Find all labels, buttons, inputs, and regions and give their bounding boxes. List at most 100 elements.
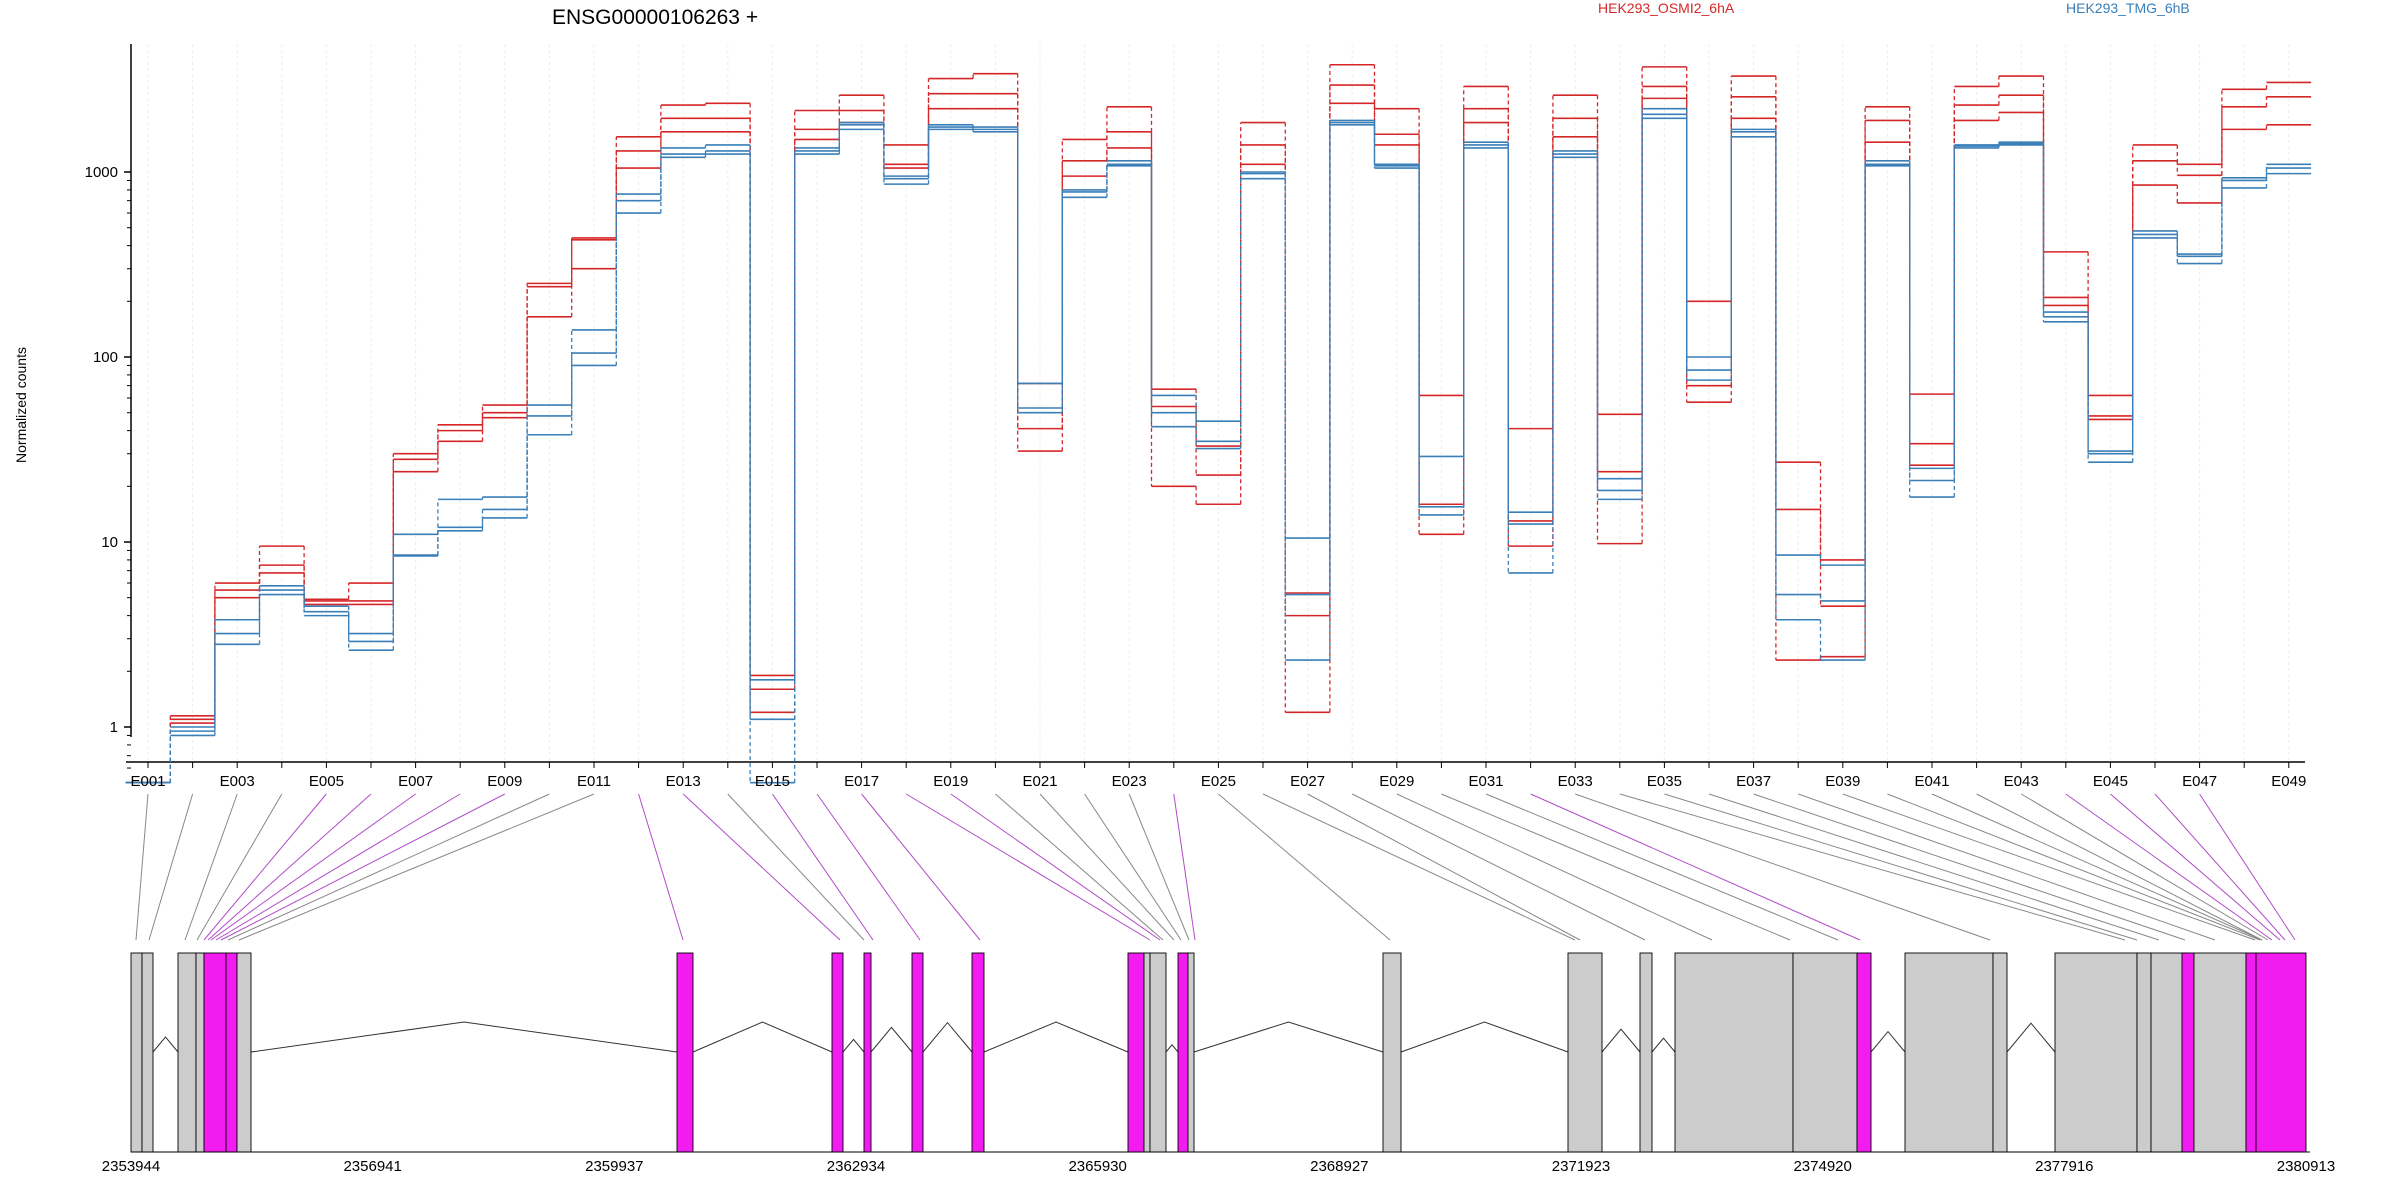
series-group — [125, 63, 2312, 784]
exon-connector — [1173, 793, 1196, 941]
intron-line — [842, 1038, 865, 1053]
genomic-tick-label: 2359937 — [585, 1158, 643, 1175]
exon-block — [2054, 952, 2138, 1153]
x-tick-label: E011 — [577, 773, 611, 790]
x-tick-label: E045 — [2093, 773, 2128, 790]
exon-block-highlighted — [863, 952, 872, 1153]
genomic-tick-label: 2362934 — [827, 1158, 885, 1175]
x-ticks: E001 E003 E005 E007 E009 E011 E013 E015 E017 E019… — [130, 762, 2306, 790]
exon-block — [141, 952, 154, 1153]
intron-line — [1400, 1021, 1569, 1053]
exon-connector — [1530, 793, 1861, 941]
exon-connector — [861, 793, 981, 941]
exon-block-highlighted — [911, 952, 924, 1153]
exon-connector — [2199, 793, 2296, 941]
genomic-tick-label: 2365930 — [1068, 1158, 1126, 1175]
exon-connector — [135, 793, 149, 941]
intron-line — [152, 1036, 179, 1053]
exon-connector — [1084, 793, 1182, 941]
x-tick-label: E001 — [130, 773, 165, 790]
intron-line — [1601, 1028, 1641, 1053]
exon-block-highlighted — [1177, 952, 1189, 1153]
x-tick-label: E009 — [487, 773, 522, 790]
exon-connector — [148, 793, 194, 941]
exon-connector — [727, 793, 865, 941]
exon-connector — [238, 793, 595, 941]
exon-block — [195, 952, 205, 1153]
exon-connector — [682, 793, 841, 941]
x-tick-label: E043 — [2004, 773, 2039, 790]
exon-block — [177, 952, 197, 1153]
y-axis-label: Normalized counts — [13, 347, 29, 463]
x-tick-label: E005 — [309, 773, 344, 790]
intron-line — [2006, 1022, 2056, 1053]
x-tick-label: E023 — [1112, 773, 1147, 790]
exon-block-highlighted — [1856, 952, 1872, 1153]
x-tick-label: E027 — [1290, 773, 1325, 790]
exon-connector — [1753, 793, 2186, 941]
exon-connector — [1619, 793, 2126, 941]
exon-connector — [196, 793, 283, 941]
exon-connector — [1262, 793, 1576, 941]
exon-block — [1149, 952, 1167, 1153]
intron-line — [922, 1021, 973, 1053]
exon-block-highlighted — [2255, 952, 2307, 1153]
genomic-tick-label: 2356941 — [343, 1158, 401, 1175]
exon-block-highlighted — [203, 952, 227, 1153]
exon-block — [1904, 952, 1994, 1153]
exon-block-highlighted — [676, 952, 694, 1153]
exon-connectors — [135, 793, 2296, 941]
legend-entry-osmi2: HEK293_OSMI2_6hA — [1598, 0, 1735, 16]
exon-block-highlighted — [2181, 952, 2195, 1153]
x-tick-label: E003 — [220, 773, 255, 790]
exon-connector — [1485, 793, 1839, 941]
exon-connector — [227, 793, 550, 941]
intron-line — [1651, 1037, 1676, 1053]
exon-block — [1187, 952, 1195, 1153]
x-tick-label: E019 — [933, 773, 968, 790]
exon-connector — [1664, 793, 2138, 941]
exon-connector — [207, 793, 372, 941]
intron-line — [870, 1026, 913, 1053]
intron-line — [1870, 1030, 1906, 1053]
exon-connector — [1396, 793, 1713, 941]
intron-lines — [152, 1021, 2056, 1053]
intron-line — [1193, 1021, 1384, 1053]
exon-connector — [1218, 793, 1391, 941]
y-tick-label: 100 — [93, 349, 118, 366]
x-tick-label: E041 — [1914, 773, 1949, 790]
genomic-ticks: 2353944 2356941 2359937 2362934 2365930 23689… — [102, 1158, 2335, 1175]
y-tick-label: 1000 — [85, 164, 118, 181]
x-tick-label: E031 — [1468, 773, 1503, 790]
exon-block — [1382, 952, 1402, 1153]
intron-line — [1165, 1044, 1179, 1053]
y-tick-label: 1 — [110, 719, 118, 736]
intron-line — [250, 1021, 678, 1053]
exon-block — [1792, 952, 1858, 1153]
x-tick-label: E021 — [1022, 773, 1057, 790]
y-ticks: 1 10 100 1000 — [85, 164, 131, 784]
exon-connector — [638, 793, 684, 941]
exon-connector — [184, 793, 238, 941]
exon-connector — [950, 793, 1161, 941]
exon-block-highlighted — [2245, 952, 2257, 1153]
exon-blocks — [130, 952, 2307, 1153]
exon-connector — [1842, 793, 2256, 941]
x-tick-label: E037 — [1736, 773, 1771, 790]
x-tick-label: E013 — [666, 773, 701, 790]
exon-connector — [220, 793, 506, 941]
chart-title: ENSG00000106263 + — [552, 6, 758, 29]
exon-connector — [2110, 793, 2281, 941]
exon-connector — [771, 793, 874, 941]
exon-block-highlighted — [971, 952, 985, 1153]
genomic-tick-label: 2374920 — [1793, 1158, 1851, 1175]
exon-block — [1674, 952, 1794, 1153]
exon-block — [1143, 952, 1151, 1153]
genomic-tick-label: 2371923 — [1552, 1158, 1610, 1175]
exon-connector — [995, 793, 1164, 941]
exon-connector — [2020, 793, 2269, 941]
exon-connector — [1441, 793, 1791, 941]
x-tick-label: E029 — [1379, 773, 1414, 790]
genomic-tick-label: 2380913 — [2277, 1158, 2335, 1175]
